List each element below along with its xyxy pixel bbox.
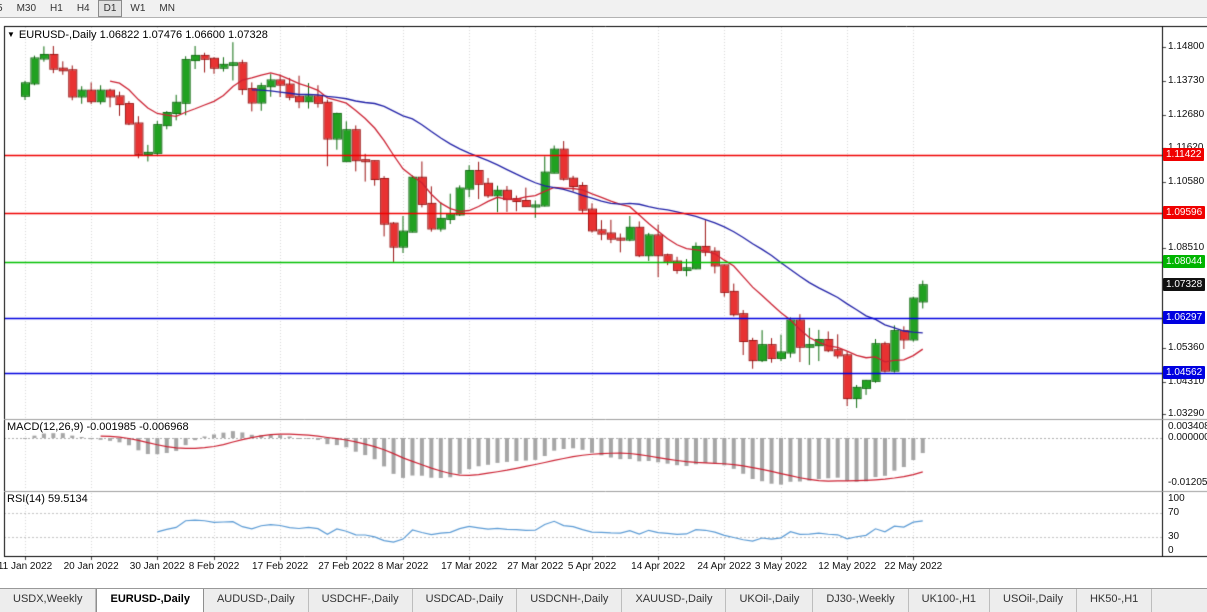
- collapse-arrow-icon[interactable]: ▼: [7, 30, 15, 39]
- macd-axis-label: 0.003408: [1168, 421, 1207, 432]
- symbol-tabbar: USDX,Weekly EURUSD-,Daily AUDUSD-,Daily USD…: [0, 588, 1207, 612]
- price-axis-label: 1.03290: [1168, 408, 1205, 420]
- level-price-badge: 1.08044: [1163, 255, 1206, 269]
- rsi-axis-label: 70: [1168, 506, 1180, 518]
- timeframe-toolbar: 5 M30 H1 H4 D1 W1 MN: [0, 0, 1207, 18]
- symbol-tab-dj30-weekly[interactable]: DJ30-,Weekly: [813, 589, 909, 612]
- level-price-badge: 1.04562: [1163, 366, 1206, 380]
- timeframe-button-m30[interactable]: M30: [16, 3, 37, 14]
- date-axis-label: 8 Mar 2022: [377, 561, 429, 572]
- date-axis-label: 24 Apr 2022: [697, 561, 752, 572]
- timeframe-button-mn[interactable]: MN: [159, 3, 175, 14]
- date-axis-label: 22 May 2022: [884, 561, 943, 572]
- timeframe-button-d1[interactable]: D1: [97, 0, 123, 17]
- price-axis-label: 1.13730: [1168, 75, 1205, 87]
- date-axis-label: 5 Apr 2022: [567, 561, 617, 572]
- date-axis-label: 12 May 2022: [818, 561, 877, 572]
- symbol-tab-uk100-h1[interactable]: UK100-,H1: [909, 589, 991, 612]
- macd-axis-label: -0.012058: [1168, 477, 1207, 489]
- macd-indicator-title: MACD(12,26,9) -0.001985 -0.006968: [7, 421, 189, 433]
- price-axis-label: 1.04310: [1168, 375, 1205, 387]
- timeframe-button-h1[interactable]: H1: [50, 3, 63, 14]
- date-axis-label: 17 Feb 2022: [252, 561, 309, 572]
- date-axis-label: 30 Jan 2022: [129, 561, 185, 572]
- symbol-tab-eurusd-daily[interactable]: EURUSD-,Daily: [96, 589, 204, 612]
- symbol-tab-ukoil-daily[interactable]: UKOil-,Daily: [726, 589, 814, 612]
- date-axis-label: 27 Feb 2022: [318, 561, 375, 572]
- macd-axis-label: 0.000000: [1168, 432, 1207, 443]
- price-axis-label: 1.05360: [1168, 342, 1205, 354]
- timeframe-button-h4[interactable]: H4: [76, 3, 90, 14]
- symbol-tab-usdcad-daily[interactable]: USDCAD-,Daily: [413, 589, 518, 612]
- rsi-axis-label: 100: [1168, 493, 1185, 504]
- symbol-tab-audusd-daily[interactable]: AUDUSD-,Daily: [204, 589, 309, 612]
- level-price-badge: 1.06297: [1163, 311, 1206, 325]
- date-axis-label: 17 Mar 2022: [441, 561, 498, 572]
- rsi-axis-label: 0: [1168, 545, 1174, 556]
- chart-title-text: EURUSD-,Daily 1.06822 1.07476 1.06600 1.…: [18, 29, 268, 41]
- date-axis-label: 8 Feb 2022: [188, 561, 240, 572]
- date-axis-label: 3 May 2022: [754, 561, 808, 572]
- price-axis-label: 1.08510: [1168, 241, 1205, 253]
- price-axis-label: 1.14800: [1168, 41, 1205, 52]
- timeframe-button-5[interactable]: 5: [0, 0, 9, 17]
- rsi-axis-label: 30: [1168, 531, 1180, 543]
- level-price-badge: 1.09596: [1163, 205, 1206, 219]
- date-axis-label: 14 Apr 2022: [631, 561, 686, 572]
- symbol-tab-usdchf-daily[interactable]: USDCHF-,Daily: [309, 589, 413, 612]
- date-axis-label: 11 Jan 2022: [0, 561, 53, 572]
- chart-title: ▼ EURUSD-,Daily 1.06822 1.07476 1.06600 1…: [7, 29, 268, 41]
- level-price-badge: 1.11422: [1163, 147, 1205, 161]
- date-axis-label: 27 Mar 2022: [507, 561, 564, 572]
- current-price-badge: 1.07328: [1163, 278, 1206, 292]
- timeframe-button-w1[interactable]: W1: [130, 3, 146, 14]
- symbol-tab-hk50-h1[interactable]: HK50-,H1: [1077, 589, 1153, 612]
- date-axis-label: 20 Jan 2022: [63, 561, 119, 572]
- symbol-tab-usdcnh-daily[interactable]: USDCNH-,Daily: [517, 589, 623, 612]
- price-axis-label: 1.10580: [1168, 175, 1205, 187]
- symbol-tab-xauusd-daily[interactable]: XAUUSD-,Daily: [622, 589, 727, 612]
- symbol-tab-usdx-weekly[interactable]: USDX,Weekly: [0, 589, 97, 612]
- price-axis-label: 1.12680: [1168, 108, 1205, 120]
- symbol-tab-usoil-daily[interactable]: USOil-,Daily: [990, 589, 1077, 612]
- rsi-indicator-title: RSI(14) 59.5134: [7, 493, 88, 505]
